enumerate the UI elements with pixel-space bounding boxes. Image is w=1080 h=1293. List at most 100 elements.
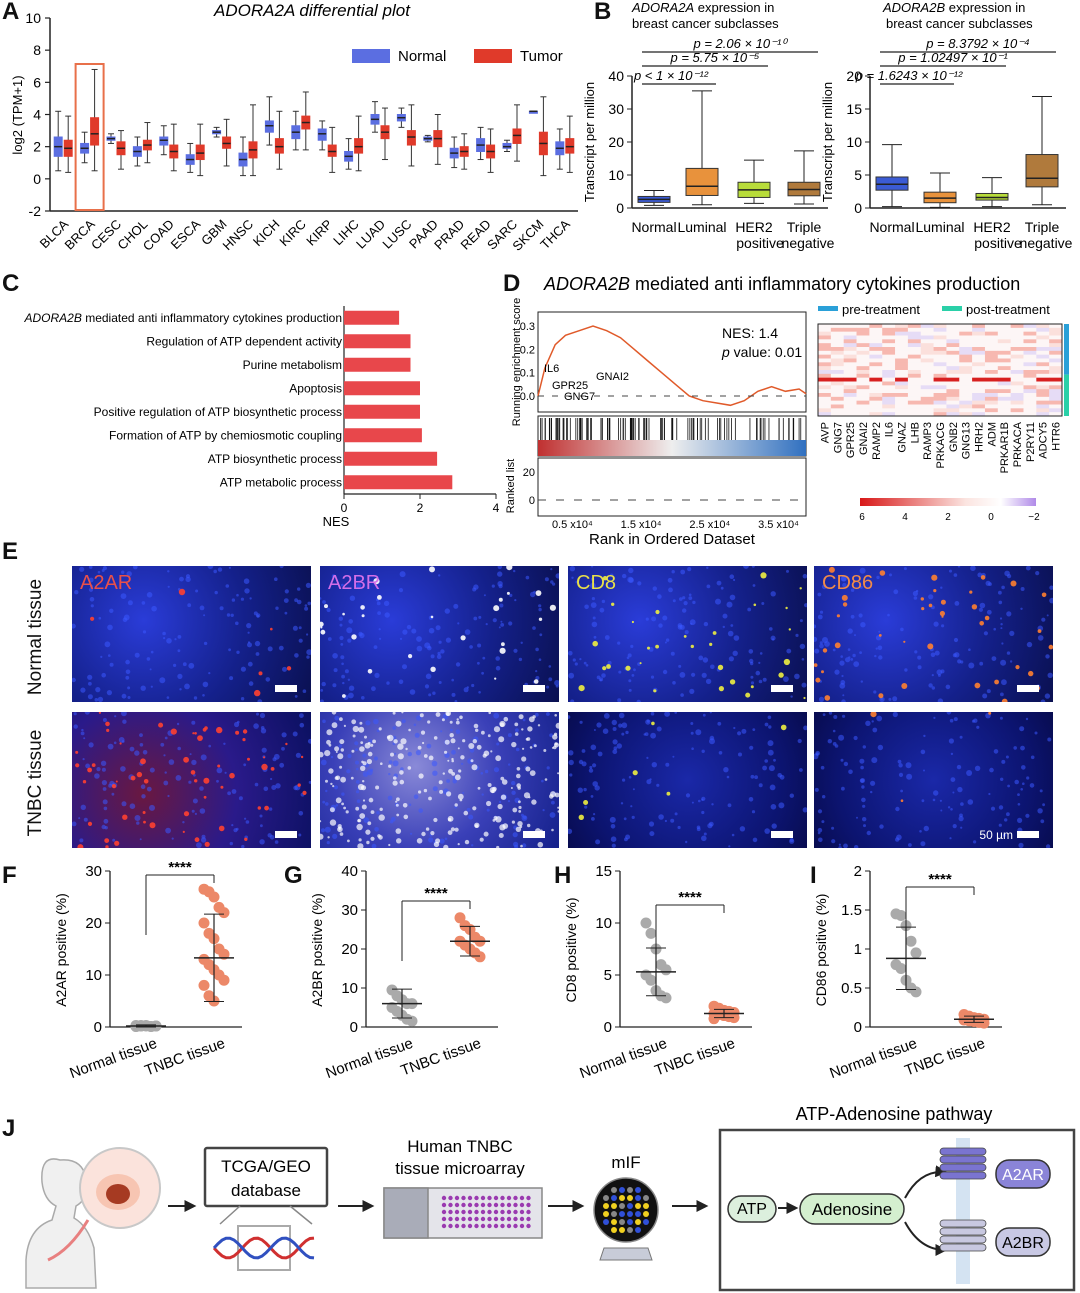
positive-cell — [106, 728, 110, 732]
nucleus — [568, 650, 573, 656]
nucleus — [123, 614, 130, 621]
heatmap-cell — [830, 358, 844, 363]
nucleus — [818, 696, 825, 702]
positive-cell — [815, 677, 821, 683]
nucleus — [1019, 726, 1025, 732]
heatmap-cell — [830, 377, 844, 382]
positive-cell — [1048, 644, 1053, 650]
nucleus — [839, 660, 845, 666]
nucleus — [522, 718, 526, 722]
nucleus — [838, 734, 845, 741]
nucleus — [538, 607, 542, 612]
nucleus — [646, 756, 649, 759]
box-body — [502, 142, 512, 149]
positive-cell — [334, 746, 340, 752]
heatmap-cell — [959, 385, 973, 390]
nucleus — [324, 826, 331, 833]
positive-cell — [1015, 665, 1020, 670]
positive-cell — [471, 764, 478, 771]
mif-core — [603, 1211, 609, 1217]
heatmap-cell — [869, 331, 883, 336]
heatmap-cell — [920, 362, 934, 367]
heatmap-cell — [1023, 370, 1037, 375]
heatmap-cell — [895, 331, 909, 336]
nucleus — [758, 661, 761, 664]
positive-cell — [339, 717, 343, 721]
nucleus — [81, 728, 84, 732]
heatmap-cell — [843, 347, 857, 352]
positive-cell — [451, 772, 456, 776]
box-sarc-normal — [502, 139, 512, 152]
mif-core — [603, 1203, 609, 1209]
box-luad-normal — [370, 101, 380, 133]
positive-cell — [360, 605, 365, 610]
heatmap-cell — [984, 370, 999, 375]
a-x-tick-label: KIRC — [276, 217, 309, 250]
nucleus — [1047, 672, 1053, 678]
legend-post-label: post-treatment — [966, 302, 1050, 317]
heatmap-cell — [959, 339, 973, 344]
nucleus — [799, 619, 803, 623]
nucleus — [897, 759, 902, 764]
heatmap-cell — [882, 324, 896, 329]
nucleus — [767, 749, 774, 756]
positive-cell — [320, 820, 322, 823]
b-y-tick-label: 5 — [854, 167, 862, 183]
heatmap-cell — [933, 408, 947, 413]
heatmap-cell — [1010, 335, 1024, 340]
a-x-tick-label: ESCA — [168, 216, 204, 252]
nucleus — [817, 592, 822, 597]
nucleus — [752, 728, 756, 731]
heatmap-cell — [830, 335, 844, 340]
nucleus — [193, 774, 196, 777]
nucleus — [1020, 607, 1023, 610]
positive-cell — [229, 772, 235, 779]
nucleus — [134, 750, 140, 756]
nucleus — [347, 638, 352, 643]
positive-cell — [554, 714, 557, 717]
nucleus — [777, 773, 782, 778]
nucleus — [931, 686, 935, 690]
mif-core — [627, 1187, 633, 1193]
heatmap-cell — [933, 400, 947, 405]
nucleus — [688, 596, 693, 600]
d-ylabel-top: Running enrichment score — [511, 298, 523, 426]
heatmap-cell — [920, 393, 934, 398]
heatmap-gene-label: HTR6 — [1051, 422, 1063, 451]
positive-cell — [359, 721, 363, 725]
nucleus — [764, 828, 770, 834]
heatmap-cell — [882, 404, 896, 409]
nucleus — [814, 636, 818, 642]
positive-cell — [351, 749, 355, 753]
b-y-tick-label: 30 — [608, 101, 624, 117]
positive-cell — [387, 734, 394, 742]
heatmap-cell — [843, 412, 857, 417]
panel-d-title: ADORA2B mediated anti inflammatory cytok… — [543, 274, 1020, 294]
nucleus — [750, 774, 755, 779]
tma-core — [500, 1223, 505, 1229]
positive-cell — [388, 843, 391, 847]
nucleus — [231, 598, 236, 602]
positive-cell — [190, 770, 196, 775]
nucleus — [491, 584, 495, 588]
nucleus — [848, 769, 853, 775]
heatmap-cell — [869, 373, 883, 378]
nucleus — [120, 766, 126, 772]
row-label-normal: Normal tissue — [25, 578, 46, 696]
nucleus — [802, 807, 807, 813]
heatmap-cell — [959, 396, 973, 401]
nucleus — [344, 669, 349, 674]
heatmap-cell — [830, 412, 844, 417]
nucleus — [591, 597, 595, 601]
nucleus — [436, 654, 442, 659]
heatmap-cell — [1036, 404, 1050, 409]
nucleus — [703, 832, 707, 836]
heatmap-cell — [895, 389, 909, 394]
nucleus — [243, 763, 247, 767]
heatmap-cell — [959, 335, 973, 340]
heatmap-cell — [907, 370, 922, 375]
nucleus — [584, 805, 588, 809]
nucleus — [770, 635, 776, 641]
heatmap-cell — [959, 381, 973, 386]
nucleus — [455, 729, 461, 734]
